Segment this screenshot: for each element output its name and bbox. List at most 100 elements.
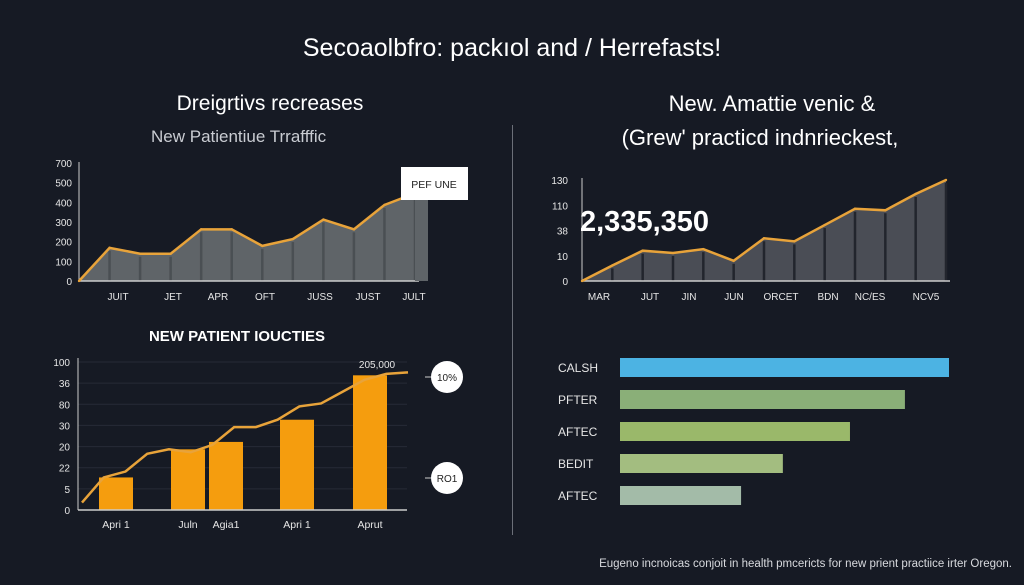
right-heading-line1: New. Amattie venic & <box>668 91 876 116</box>
y-tick-label: 0 <box>66 277 72 288</box>
data-point <box>823 223 826 227</box>
bar <box>280 419 314 510</box>
y-tick-label: 30 <box>59 421 71 432</box>
x-tick-label: Apri 1 <box>102 519 130 531</box>
data-point <box>580 279 584 283</box>
bar <box>99 477 133 510</box>
data-point <box>944 178 948 182</box>
x-tick-label: Juln <box>178 519 197 531</box>
y-tick-label: 400 <box>55 198 72 209</box>
bar <box>353 375 387 510</box>
left-heading: Dreigrtivs recreases <box>176 92 364 115</box>
data-point <box>884 209 887 212</box>
x-tick-label: Aprut <box>357 519 382 531</box>
trend-line <box>81 371 409 504</box>
right-heading-line2: (Grew' practicd indnrieckest, <box>621 125 899 150</box>
y-tick-label: 80 <box>59 400 71 411</box>
x-tick-label: JUSS <box>307 292 333 303</box>
x-tick-label: ORCET <box>764 292 799 303</box>
x-tick-label: BDN <box>817 292 838 303</box>
bar <box>209 441 243 510</box>
callout-circle <box>431 361 463 393</box>
data-point <box>853 207 857 210</box>
y-tick-label: 10 <box>557 252 569 263</box>
hbar <box>620 358 949 377</box>
data-point <box>322 218 325 221</box>
y-tick-label: 100 <box>53 358 70 369</box>
data-point <box>108 246 111 250</box>
callout-label: 10% <box>437 373 457 384</box>
x-tick-label: JUST <box>356 292 381 303</box>
y-tick-label: 22 <box>59 464 71 475</box>
annotation-box <box>401 167 468 200</box>
data-point <box>352 228 356 231</box>
callout-label: RO1 <box>437 474 458 485</box>
footnote: Eugeno incnoicas conjoit in health pmcer… <box>599 558 1012 570</box>
y-tick-label: 700 <box>55 159 72 170</box>
y-tick-label: 300 <box>55 218 72 229</box>
annotation-label: PEF UNE <box>411 179 457 191</box>
y-tick-label: 110 <box>552 201 568 212</box>
x-tick-label: OFT <box>255 292 275 303</box>
y-tick-label: 0 <box>562 277 568 288</box>
x-tick-label: NC/ES <box>855 292 886 303</box>
hbar-label: AFTEC <box>558 425 598 439</box>
callout-circle <box>431 462 463 494</box>
data-line <box>78 192 416 282</box>
area-fill <box>79 193 415 281</box>
y-tick-label: 100 <box>55 257 72 268</box>
data-point <box>611 264 614 267</box>
hbar <box>620 486 742 505</box>
hbar-label: CALSH <box>558 361 598 375</box>
data-point <box>641 249 644 252</box>
y-tick-label: 0 <box>64 506 70 517</box>
x-tick-label: Agia1 <box>213 519 240 531</box>
annotation-label: 205,000 <box>359 360 396 371</box>
data-point <box>138 252 142 255</box>
x-tick-label: JIN <box>682 292 697 303</box>
y-tick-label: 36 <box>59 379 71 390</box>
data-point <box>914 192 917 196</box>
data-point <box>77 279 81 283</box>
bar <box>171 449 205 510</box>
data-point <box>291 237 295 241</box>
data-point <box>762 237 766 240</box>
x-tick-label: JUT <box>641 292 659 303</box>
x-tick-label: JULT <box>402 292 425 303</box>
data-point <box>261 244 264 248</box>
data-point <box>702 247 705 251</box>
x-tick-label: Apri 1 <box>283 519 311 531</box>
y-tick-label: 20 <box>59 443 71 454</box>
data-point <box>230 228 233 231</box>
left-subheading: New Patientiue Trrafffic <box>151 127 327 146</box>
x-tick-label: JUN <box>724 292 743 303</box>
y-tick-label: 130 <box>551 176 568 187</box>
y-tick-label: 200 <box>55 238 72 249</box>
hbar <box>620 454 783 473</box>
data-point <box>169 252 172 255</box>
hbar <box>620 422 850 441</box>
y-tick-label: 38 <box>557 227 569 238</box>
x-tick-label: JUIT <box>107 292 128 303</box>
x-tick-label: APR <box>208 292 229 303</box>
x-tick-label: NCV5 <box>913 292 940 303</box>
data-point <box>732 259 735 262</box>
data-point <box>383 203 386 207</box>
data-point <box>793 240 796 243</box>
data-point <box>199 228 203 231</box>
big-number: 2,335,350 <box>580 206 709 238</box>
hbar-label: BEDIT <box>558 457 594 471</box>
dashboard-title: Secoaolbfro: packıol and / Herrefasts! <box>302 34 722 62</box>
x-tick-label: MAR <box>588 292 610 303</box>
hbar-label: AFTEC <box>558 489 598 503</box>
y-tick-label: 5 <box>64 485 70 496</box>
area-fill-end <box>415 192 428 281</box>
chart-title: NEW PATIENT IOUCTIES <box>149 328 325 345</box>
x-tick-label: JET <box>164 292 182 303</box>
hbar-label: PFTER <box>558 393 598 407</box>
divider <box>512 125 513 535</box>
hbar <box>620 390 905 409</box>
y-tick-label: 500 <box>55 179 72 190</box>
data-point <box>671 251 675 255</box>
